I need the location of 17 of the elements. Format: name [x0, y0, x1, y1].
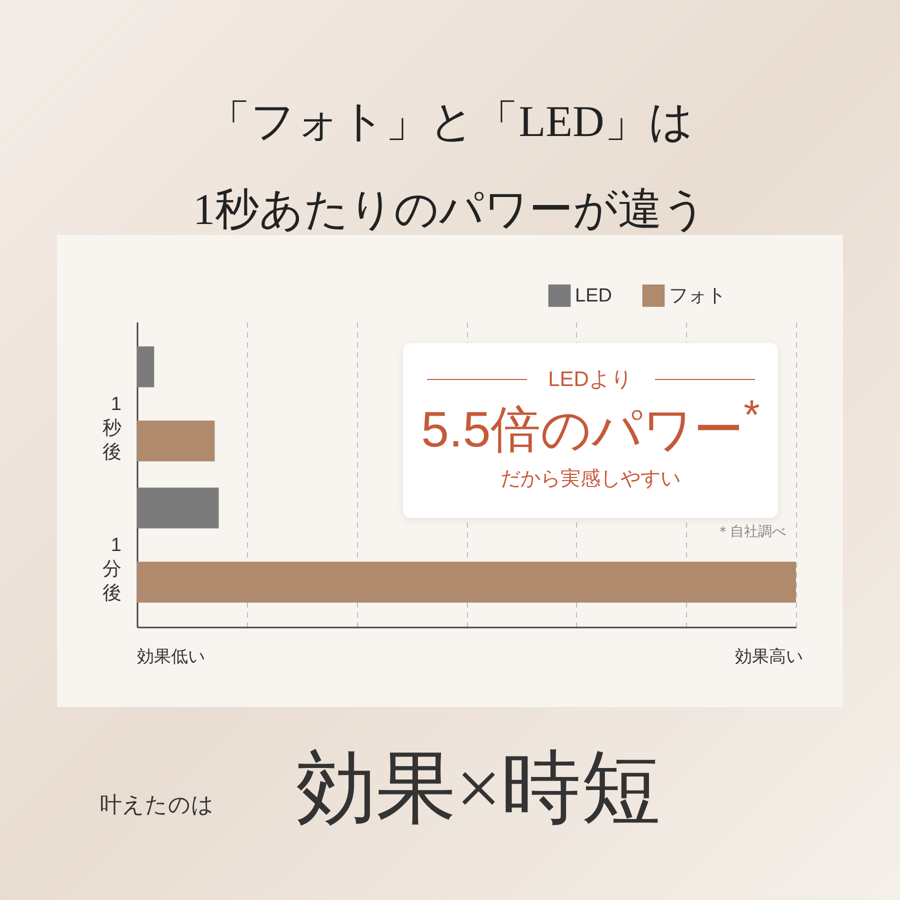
annotation: ＊自社調べ — [716, 523, 786, 541]
chart-title: 「フォト」と「LED」は 1秒あたりのパワーが違う — [192, 96, 708, 236]
y-tick-label: 1秒後 — [102, 394, 122, 463]
legend-label: フォト — [669, 286, 726, 307]
annotation: 5.5倍のパワー$^{*}$ — [420, 391, 761, 460]
bar — [137, 488, 219, 528]
text: 叶えたのは — [100, 791, 214, 819]
annotation: LEDより — [548, 368, 633, 391]
legend-label: LED — [575, 286, 612, 307]
bar — [137, 562, 796, 603]
annotation: だから実感しやすい — [500, 467, 682, 492]
text: 効果×時短 — [296, 744, 662, 835]
bar — [137, 420, 215, 462]
text: 効果高い — [735, 646, 803, 668]
text: 効果低い — [137, 646, 205, 668]
y-tick-label: 1分後 — [102, 535, 122, 604]
bar — [137, 346, 154, 388]
